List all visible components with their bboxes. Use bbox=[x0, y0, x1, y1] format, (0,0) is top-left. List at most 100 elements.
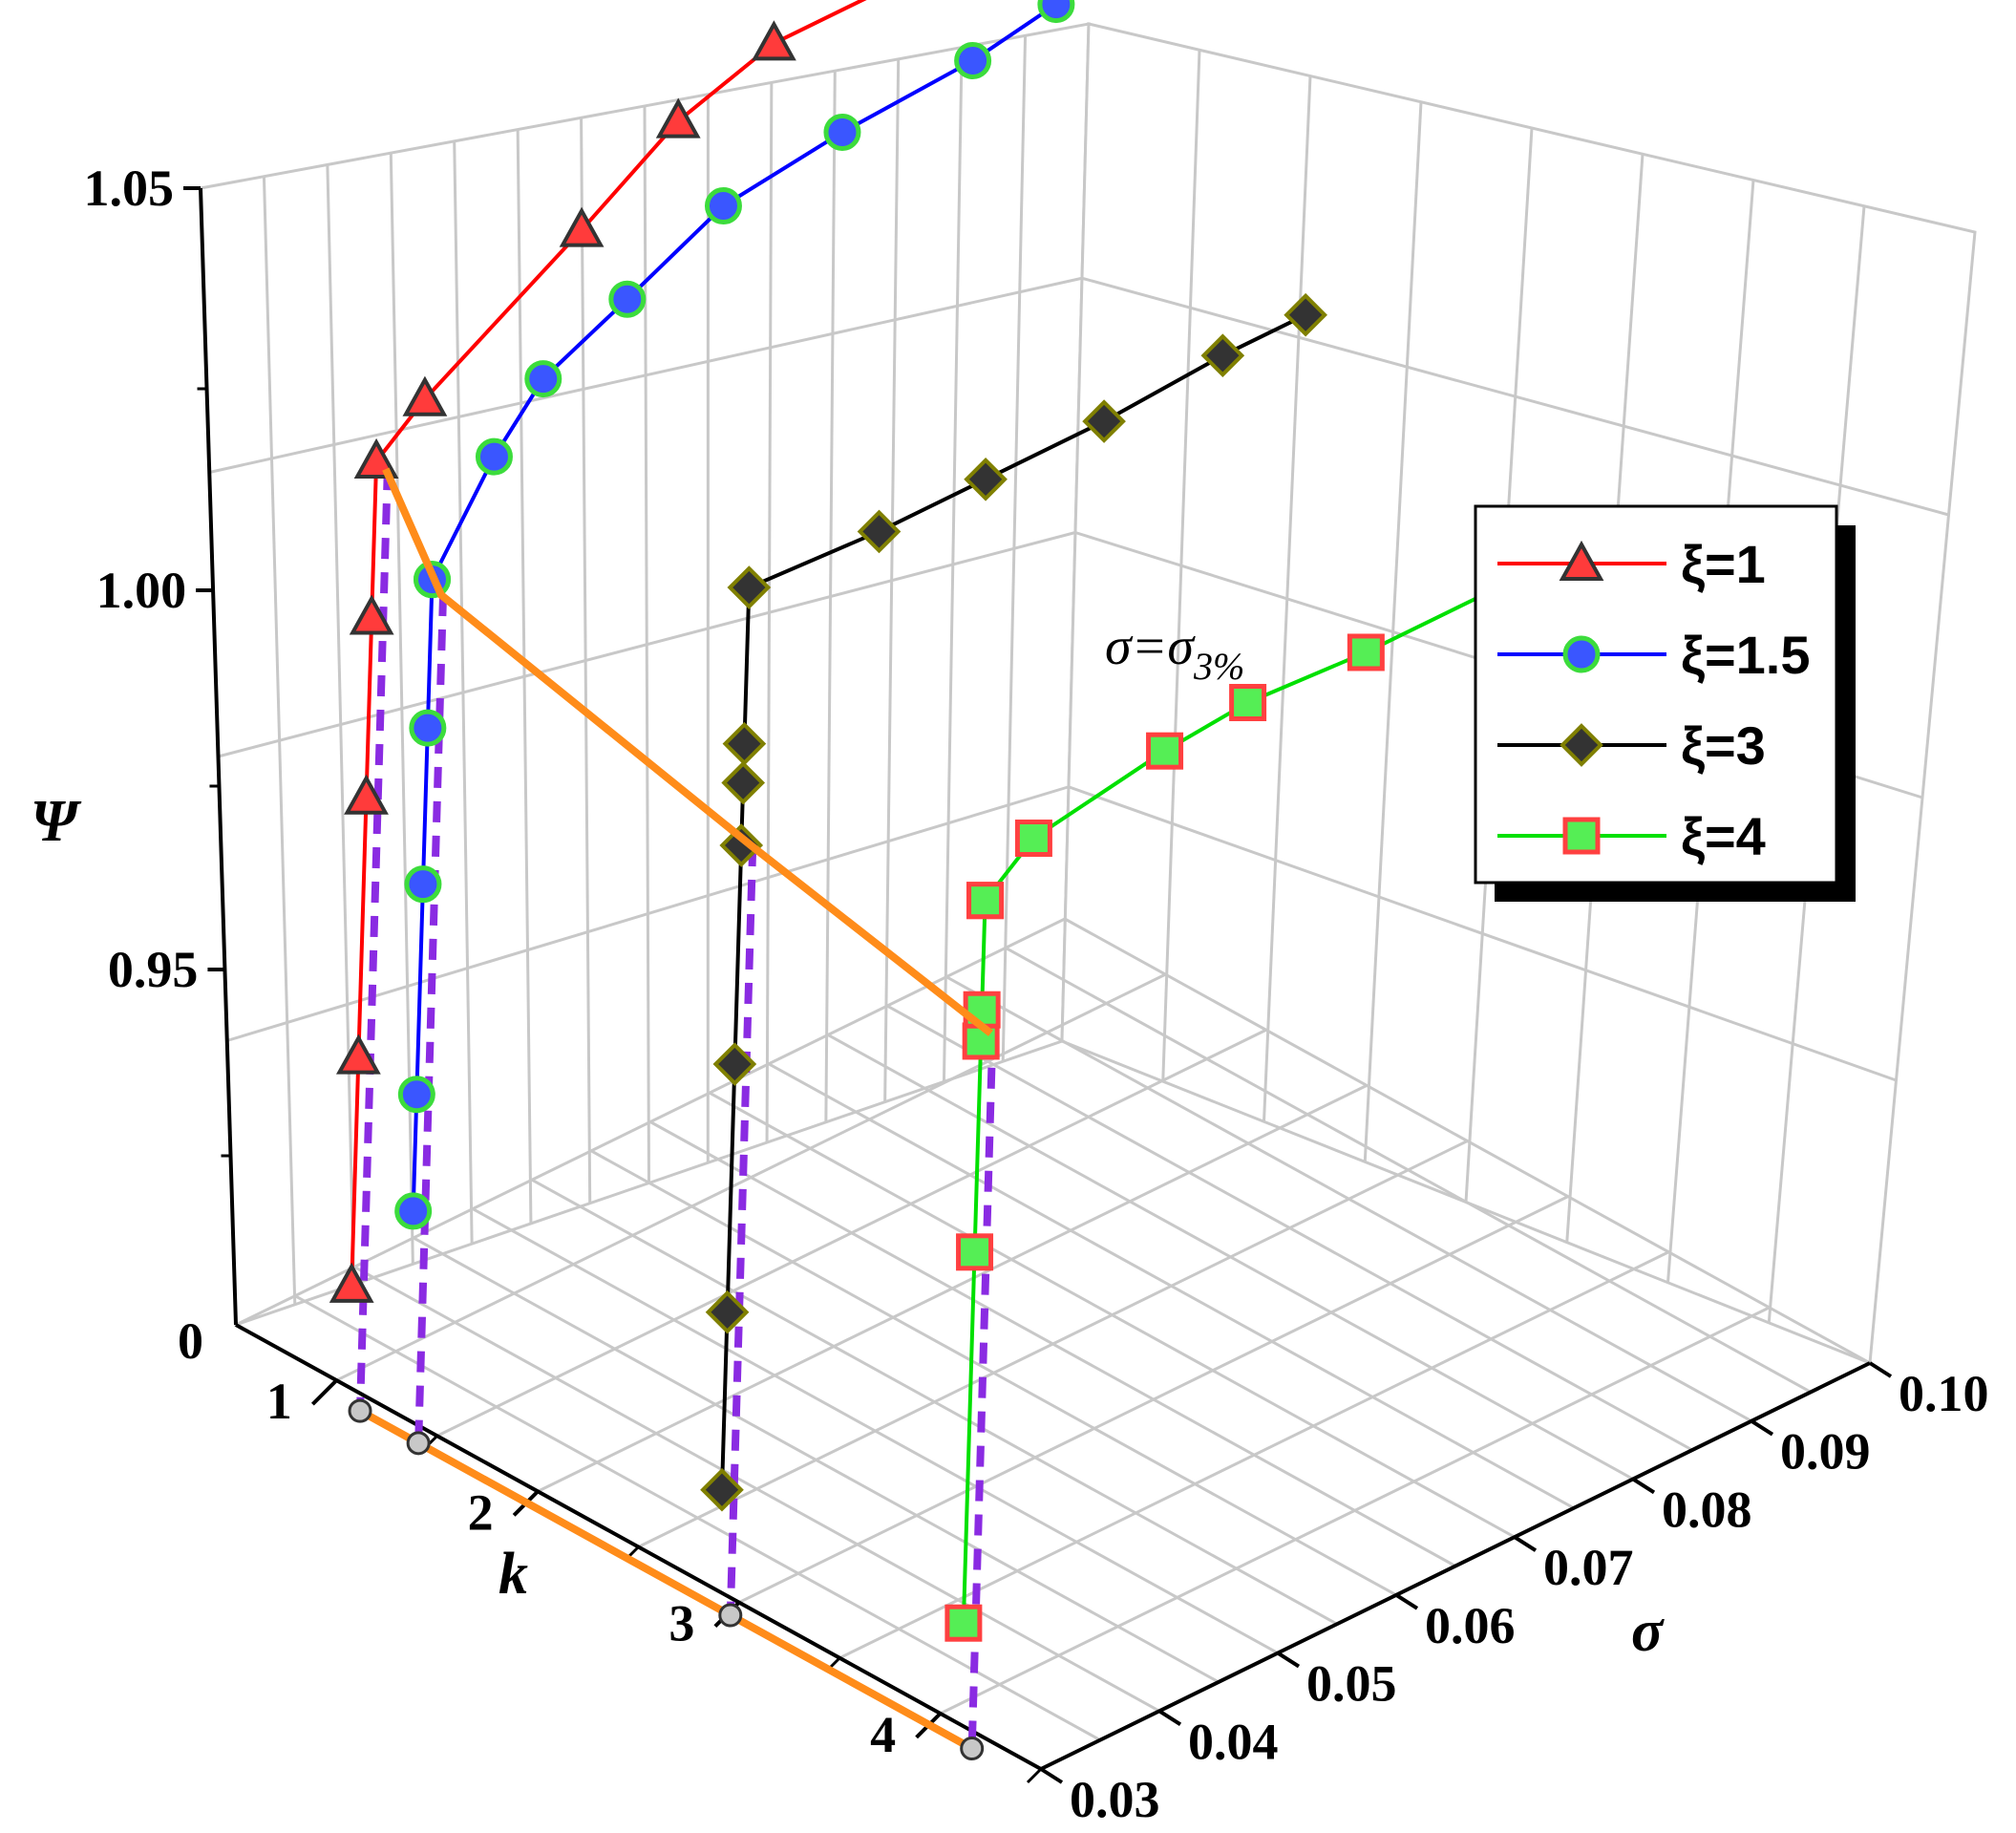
series-point-0 bbox=[752, 20, 796, 61]
psi-ticks: 1.05 1.00 0.95 bbox=[84, 160, 231, 1158]
sigma-tick bbox=[1157, 1709, 1182, 1726]
side-wall-grid-line bbox=[1081, 276, 1949, 517]
psi-axis-title: Ψ bbox=[31, 789, 82, 854]
threshold-floor-point bbox=[718, 1603, 743, 1628]
series-layer bbox=[329, 0, 1599, 1642]
series-point-0 bbox=[559, 206, 605, 247]
series-point-0 bbox=[335, 1034, 381, 1075]
series-point-3 bbox=[966, 882, 1005, 920]
series-point-1 bbox=[1037, 0, 1075, 24]
sigma-axis-title: σ bbox=[1631, 1599, 1665, 1664]
series-point-0 bbox=[402, 375, 448, 416]
k-tick bbox=[310, 1378, 338, 1406]
series-point-1 bbox=[608, 280, 647, 318]
sigma-tick-label: 0.07 bbox=[1543, 1539, 1634, 1596]
sigma-tick-label: 0.04 bbox=[1188, 1713, 1279, 1770]
sigma-tick bbox=[1868, 1361, 1893, 1378]
back-wall-grid-line bbox=[208, 276, 1083, 474]
k-tick-label: 3 bbox=[668, 1595, 694, 1652]
threshold-annotation-base: σ=σ bbox=[1105, 617, 1196, 676]
sigma-tick-label: 0.05 bbox=[1306, 1655, 1397, 1713]
threshold-annotation-sub: 3% bbox=[1193, 645, 1244, 688]
series-point-2 bbox=[727, 565, 772, 609]
threshold-annotation: σ=σ3% bbox=[1105, 617, 1244, 688]
k-minor-tick bbox=[1026, 1767, 1043, 1784]
legend-marker bbox=[1562, 635, 1601, 673]
series-point-3 bbox=[1347, 633, 1385, 671]
k-tick-label: 2 bbox=[468, 1483, 494, 1541]
sigma-tick-label: 0.10 bbox=[1899, 1365, 1989, 1422]
threshold-floor-point bbox=[960, 1737, 985, 1760]
floor-grid-line bbox=[637, 1140, 1469, 1548]
series-point-3 bbox=[1014, 820, 1052, 858]
series-point-0 bbox=[655, 97, 701, 139]
series-point-1 bbox=[409, 709, 447, 747]
drop-line bbox=[726, 844, 757, 1616]
legend-label: ξ=4 bbox=[1681, 806, 1766, 866]
series-point-0 bbox=[329, 1262, 374, 1303]
k-tick-label: 1 bbox=[266, 1373, 292, 1430]
sigma-tick bbox=[1276, 1651, 1301, 1669]
sigma-tick bbox=[1631, 1477, 1656, 1495]
grid-floor bbox=[235, 917, 1871, 1771]
legend-label: ξ=3 bbox=[1681, 715, 1766, 776]
back-wall-grid-line bbox=[226, 785, 1070, 1042]
series-point-0 bbox=[344, 774, 389, 815]
grid-back-wall bbox=[199, 22, 1091, 1328]
series-point-2 bbox=[857, 509, 902, 554]
series-point-1 bbox=[475, 437, 513, 476]
sigma-axis-line bbox=[1040, 1361, 1871, 1771]
sigma-tick-label: 0.03 bbox=[1070, 1771, 1160, 1828]
series-point-1 bbox=[823, 113, 861, 151]
legend-marker bbox=[1562, 817, 1601, 855]
series-line-1 bbox=[411, 2, 1058, 1211]
sigma-tick-label: 0.08 bbox=[1662, 1481, 1752, 1538]
series-point-2 bbox=[1200, 333, 1245, 378]
series-point-2 bbox=[1284, 292, 1327, 337]
series-point-2 bbox=[722, 721, 767, 766]
series-point-0 bbox=[349, 594, 394, 635]
series-point-2 bbox=[964, 457, 1008, 501]
sigma-tick-label: 0.09 bbox=[1780, 1423, 1871, 1481]
threshold-floor-point bbox=[348, 1398, 372, 1423]
psi-tick-label: 1.05 bbox=[84, 160, 175, 217]
series-point-2 bbox=[1082, 399, 1126, 443]
sigma-tick bbox=[1750, 1419, 1774, 1437]
threshold-floor-line bbox=[358, 1407, 974, 1753]
floor-grid-line bbox=[738, 1195, 1569, 1604]
series-point-1 bbox=[954, 41, 992, 79]
series-point-3 bbox=[956, 1233, 994, 1271]
series-point-1 bbox=[704, 187, 742, 225]
sigma-ticks: 0.03 0.04 0.05 0.06 0.07 0.08 0.09 0.10 bbox=[1039, 1361, 1989, 1828]
floor-grid-line bbox=[335, 972, 1167, 1382]
sigma-tick bbox=[1513, 1535, 1538, 1552]
psi-base-label: 0 bbox=[178, 1312, 203, 1370]
floor-grid-line bbox=[939, 1306, 1771, 1716]
series-line-2 bbox=[719, 312, 1307, 1490]
series-point-3 bbox=[1229, 684, 1267, 722]
floor-grid-line bbox=[537, 1084, 1368, 1493]
legend-marker bbox=[1559, 540, 1604, 581]
side-wall-grid-line bbox=[1068, 785, 1898, 1082]
series-point-1 bbox=[394, 1192, 433, 1230]
series-point-3 bbox=[944, 1604, 983, 1642]
psi-tick-label: 1.00 bbox=[96, 562, 187, 619]
threshold-layer bbox=[348, 467, 993, 1760]
legend-box bbox=[1474, 504, 1838, 885]
series-point-2 bbox=[700, 1467, 744, 1512]
series-point-1 bbox=[404, 865, 442, 904]
series-point-2 bbox=[719, 823, 764, 867]
k-axis-title: k bbox=[499, 1542, 528, 1607]
legend-marker bbox=[1560, 723, 1603, 767]
psi-axis-line bbox=[199, 187, 238, 1326]
k-tick-label: 4 bbox=[870, 1706, 896, 1763]
series-point-1 bbox=[397, 1076, 435, 1114]
series-point-3 bbox=[1146, 732, 1184, 770]
legend-label: ξ=1.5 bbox=[1681, 625, 1811, 685]
series-point-0 bbox=[353, 437, 399, 479]
threshold-line bbox=[382, 467, 993, 1036]
legend: ξ=1 ξ=1.5 ξ=3 ξ=4 bbox=[1474, 504, 1856, 902]
psi-tick-label: 0.95 bbox=[108, 941, 199, 998]
series-point-1 bbox=[524, 360, 562, 398]
